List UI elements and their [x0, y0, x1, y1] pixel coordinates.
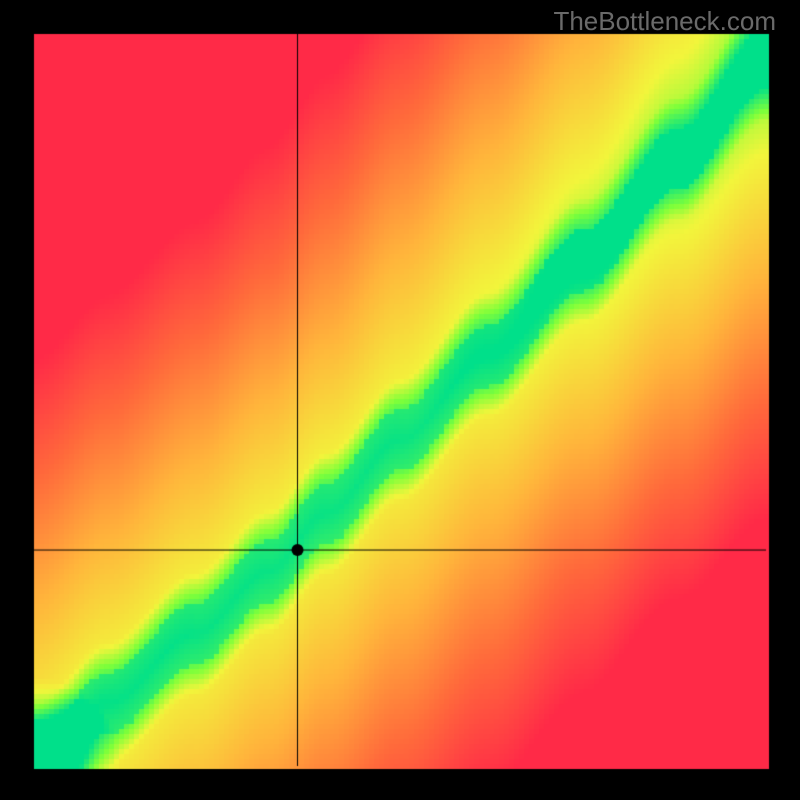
watermark-text: TheBottleneck.com: [553, 6, 776, 37]
bottleneck-heatmap: [0, 0, 800, 800]
chart-stage: { "watermark": { "text": "TheBottleneck.…: [0, 0, 800, 800]
